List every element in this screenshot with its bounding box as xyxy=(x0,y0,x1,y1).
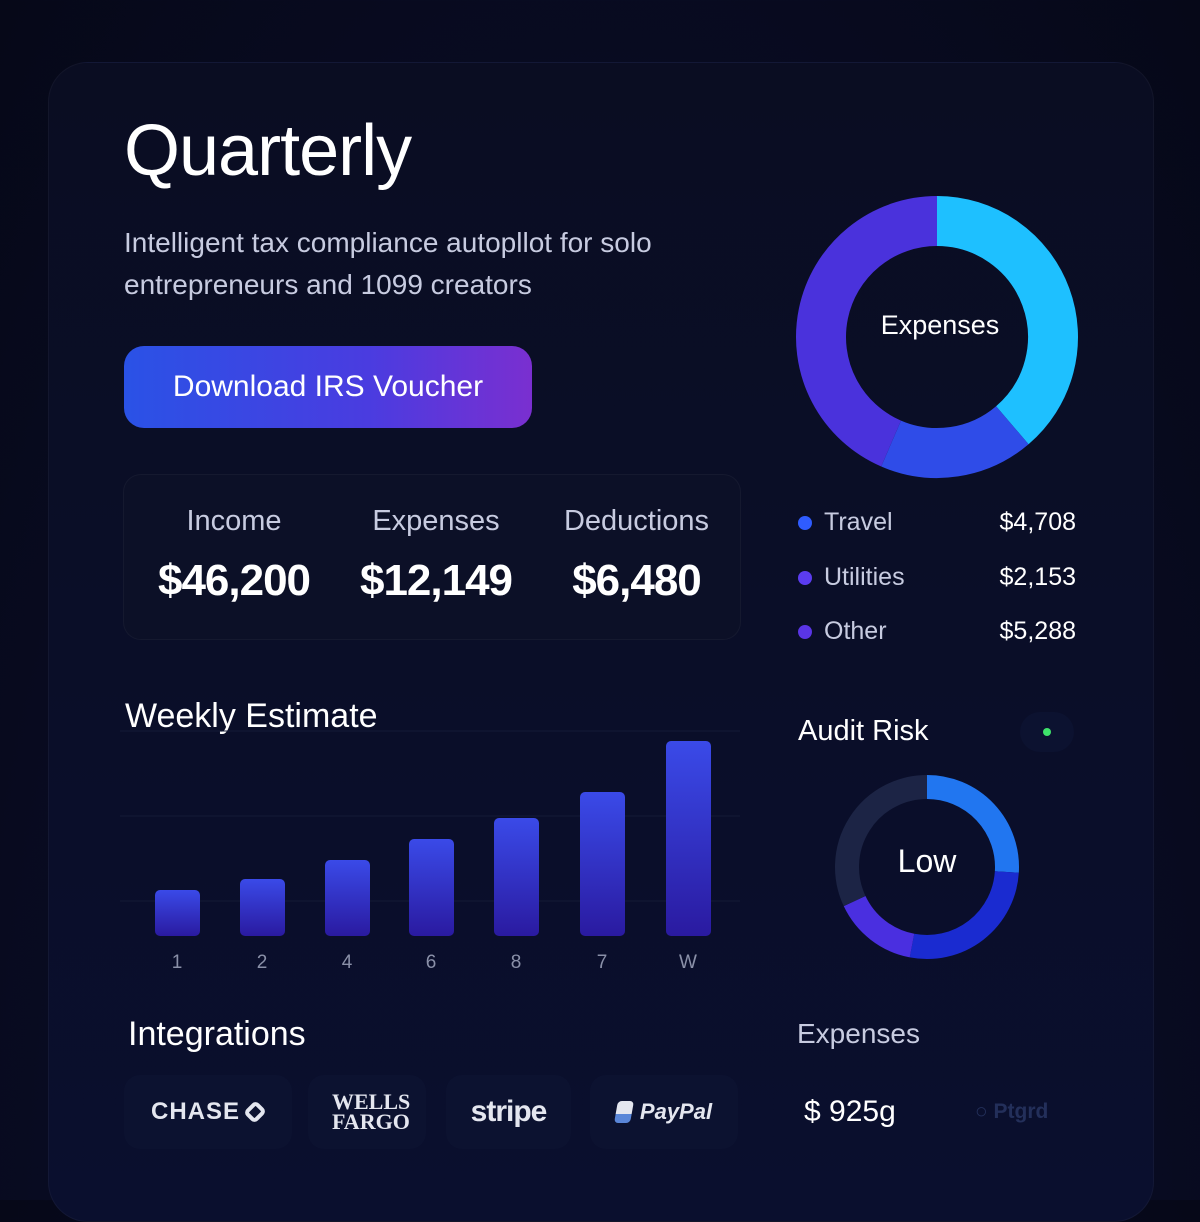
integration-wells-fargo[interactable]: WELLS FARGO xyxy=(308,1075,426,1149)
integration-stripe[interactable]: stripe xyxy=(446,1075,571,1149)
audit-risk-level: Low xyxy=(897,843,957,879)
audit-segment-3 xyxy=(835,775,928,907)
faded-text: Ptgrd xyxy=(993,1100,1049,1123)
other-dot-icon xyxy=(798,624,812,639)
bar-8 xyxy=(494,818,539,936)
stat-expenses: Expenses $12,149 xyxy=(346,505,526,606)
audit-risk-title: Audit Risk xyxy=(798,715,929,747)
legend-travel: Travel $4,708 xyxy=(798,508,1076,537)
audit-segment-1 xyxy=(909,870,1019,959)
chase-logo: CHASE xyxy=(150,1098,240,1125)
dashboard-card xyxy=(48,62,1154,1222)
legend-name: Utilities xyxy=(824,563,905,591)
integration-chase[interactable]: CHASE xyxy=(124,1075,292,1149)
x-tick-label: 8 xyxy=(510,952,522,973)
audit-segment-2 xyxy=(843,895,915,958)
bar-W xyxy=(666,741,711,936)
page-title: Quarterly xyxy=(124,111,412,191)
integration-paypal[interactable]: PayPal xyxy=(590,1075,738,1149)
audit-status-indicator xyxy=(1020,712,1074,752)
x-tick-label: 2 xyxy=(256,952,268,973)
x-tick-label: W xyxy=(679,952,697,973)
paypal-logo: PayPal xyxy=(639,1099,713,1124)
expenses-footer-label: Expenses xyxy=(797,1018,920,1049)
faded-integration-text: ○ Ptgrd xyxy=(975,1100,1049,1123)
x-tick-label: 1 xyxy=(171,952,183,973)
x-tick-label: 7 xyxy=(596,952,608,973)
bar-4 xyxy=(325,860,370,936)
stat-label: Expenses xyxy=(372,505,500,537)
audit-segment-0 xyxy=(926,775,1019,873)
chase-octagon-icon xyxy=(243,1100,267,1124)
expenses-segment-2 xyxy=(796,196,938,467)
stripe-logo: stripe xyxy=(470,1095,548,1128)
stat-label: Income xyxy=(186,505,282,537)
status-dot-icon xyxy=(1043,728,1051,736)
page-subtitle: Intelligent tax compliance autopllot for… xyxy=(124,227,652,300)
bar-6 xyxy=(409,839,454,936)
stat-value: $12,149 xyxy=(359,556,513,605)
integrations-title: Integrations xyxy=(128,1015,306,1053)
legend-other: Other $5,288 xyxy=(798,617,1076,646)
legend-value: $4,708 xyxy=(999,508,1076,536)
stat-label: Deductions xyxy=(563,505,710,537)
wells-fargo-logo: WELLS FARGO xyxy=(332,1089,411,1134)
legend-name: Other xyxy=(824,617,887,645)
expenses-donut-label: Expenses xyxy=(880,310,1000,340)
legend-name: Travel xyxy=(824,508,893,536)
expenses-segment-1 xyxy=(881,405,1029,478)
weekly-bar-chart xyxy=(120,730,740,936)
stat-value: $6,480 xyxy=(572,556,702,605)
bar-2 xyxy=(240,879,285,936)
utilities-dot-icon xyxy=(798,570,812,585)
audit-risk-donut xyxy=(835,775,1019,959)
legend-value: $5,288 xyxy=(999,617,1076,645)
expenses-segment-0 xyxy=(936,196,1078,445)
stat-value: $46,200 xyxy=(157,556,311,605)
x-tick-label: 4 xyxy=(341,952,353,973)
x-tick-label: 6 xyxy=(425,952,437,973)
stat-deductions: Deductions $6,480 xyxy=(544,505,729,606)
weekly-estimate-title: Weekly Estimate xyxy=(125,697,378,735)
summary-stats: Income $46,200 Expenses $12,149 Deductions… xyxy=(123,474,741,640)
bar-7 xyxy=(580,792,625,936)
travel-dot-icon xyxy=(798,515,812,530)
paypal-icon xyxy=(613,1101,634,1123)
stat-income: Income $46,200 xyxy=(144,505,324,606)
expenses-donut xyxy=(796,196,1078,478)
download-irs-voucher-button[interactable]: Download IRS Voucher xyxy=(124,346,532,428)
legend-value: $2,153 xyxy=(999,563,1076,591)
legend-utilities: Utilities $2,153 xyxy=(798,563,1076,592)
bar-1 xyxy=(155,890,200,936)
expenses-footer-value: $ 925g xyxy=(804,1095,896,1128)
